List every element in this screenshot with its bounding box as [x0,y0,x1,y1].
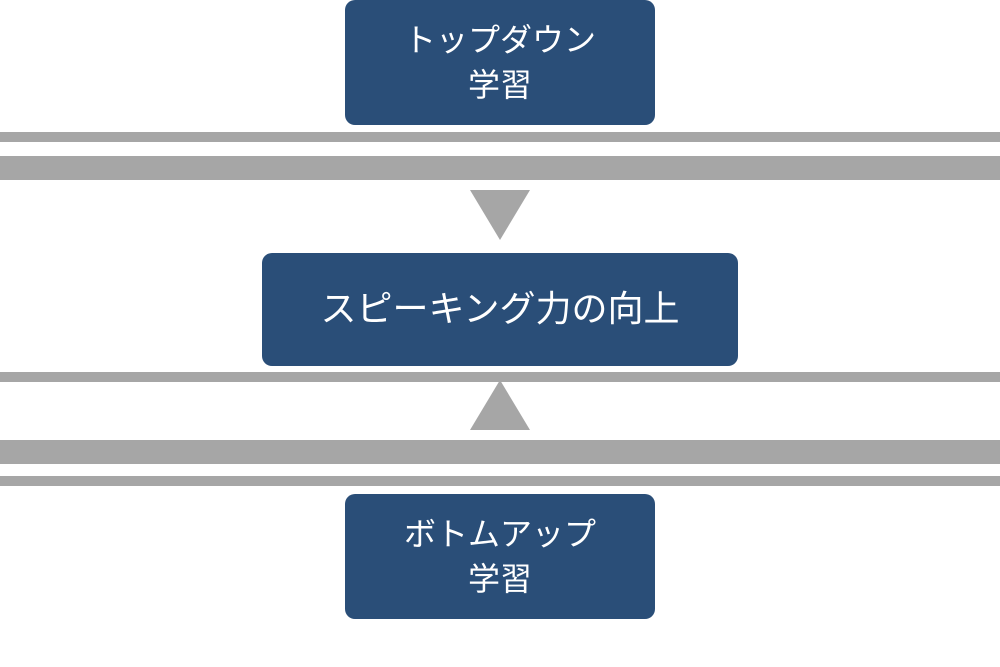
stripe-1 [0,156,1000,180]
stripe-0 [0,132,1000,142]
bottom-up-learning-box: ボトムアップ 学習 [345,494,655,619]
arrow-bottom-to-middle [470,380,530,430]
bottom-box-line2: 学習 [404,557,596,602]
stripe-3 [0,440,1000,464]
top-box-line1: トップダウン [404,18,596,63]
middle-box-text: スピーキング力の向上 [321,284,680,334]
stripe-4 [0,476,1000,486]
top-down-learning-box: トップダウン 学習 [345,0,655,125]
arrow-top-to-middle [470,190,530,240]
bottom-box-line1: ボトムアップ [404,512,596,557]
speaking-improvement-box: スピーキング力の向上 [262,253,738,366]
top-box-line2: 学習 [404,63,596,108]
